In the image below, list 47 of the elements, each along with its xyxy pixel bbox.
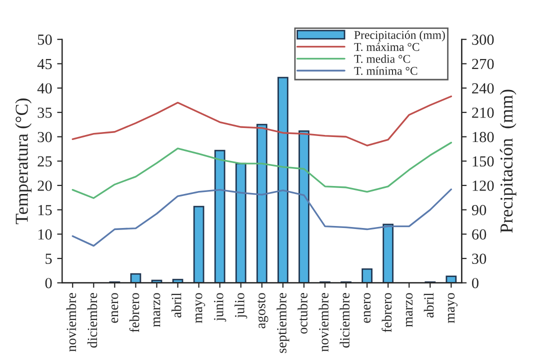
x-tick-label: octubre: [298, 293, 308, 334]
legend-label: T. media °C: [354, 54, 410, 63]
x-tick-label: diciembre: [340, 293, 350, 348]
legend-label: T. mínima °C: [354, 66, 418, 75]
y2-tick-label: 180: [472, 132, 494, 142]
y-axis-title: Temperatura (°C): [15, 98, 32, 224]
y2-tick-label: 210: [472, 108, 494, 118]
x-tick-label: enero: [111, 293, 118, 323]
x-tick-label: noviembre: [66, 293, 76, 352]
y-tick-label: 40: [37, 83, 52, 94]
x-tick-label: marzo: [154, 293, 160, 327]
x-tick-label: septiembre: [276, 293, 290, 353]
y-tick-label: 5: [46, 254, 52, 264]
x-tick-label: julio: [234, 293, 248, 318]
y-tick-label: 45: [37, 58, 52, 70]
x-tick-label: mayo: [448, 293, 458, 324]
y2-tick-label: 120: [472, 180, 494, 191]
y2-tick-label: 240: [472, 83, 494, 94]
y2-tick-label: 0: [472, 278, 478, 288]
y2-axis-title: Precipitación (mm): [500, 90, 516, 233]
y2-tick-label: 30: [472, 254, 486, 264]
x-tick-label: enero: [364, 293, 371, 323]
y2-tick-label: 90: [472, 204, 486, 216]
y2-tick-label: 300: [472, 34, 494, 45]
x-tick-label: febrero: [129, 293, 140, 332]
y-tick-label: 50: [38, 34, 52, 45]
y-tick-label: 35: [38, 108, 52, 118]
x-tick-label: junio: [214, 293, 226, 322]
legend-label: T. máxima °C: [354, 42, 420, 51]
x-tick-label: mayo: [196, 293, 206, 324]
y2-tick-label: 270: [472, 58, 494, 70]
x-tick-label: febrero: [382, 293, 392, 332]
y-tick-label: 25: [38, 156, 52, 167]
y2-tick-label: 60: [472, 229, 486, 240]
x-tick-label: abril: [424, 292, 434, 318]
x-tick-label: marzo: [406, 293, 413, 327]
x-tick-label: abril: [171, 292, 182, 318]
x-tick-label: diciembre: [87, 293, 98, 348]
y-tick-label: 30: [38, 132, 52, 142]
y-tick-label: 0: [45, 278, 52, 288]
x-tick-label: noviembre: [318, 293, 328, 352]
y-tick-label: 20: [38, 180, 52, 191]
y-tick-label: 15: [38, 205, 52, 216]
y2-tick-label: 150: [472, 156, 494, 167]
y-tick-label: 10: [38, 229, 52, 240]
legend-label: Precipitación (mm): [354, 30, 445, 42]
x-tick-label: agosto: [257, 293, 268, 328]
